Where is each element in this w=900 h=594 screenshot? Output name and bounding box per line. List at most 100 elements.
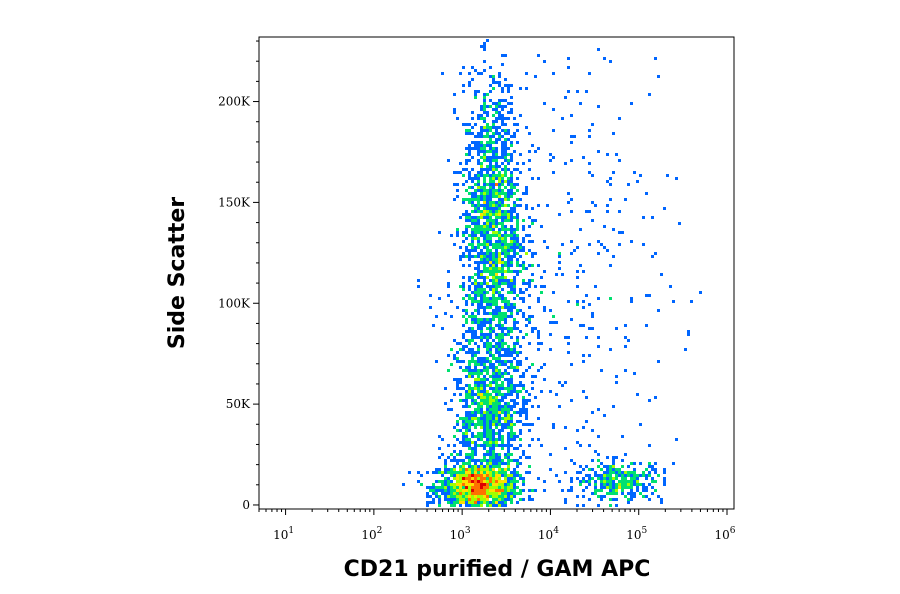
event-dot <box>495 336 498 339</box>
event-dot <box>483 411 486 414</box>
event-dot <box>480 405 483 408</box>
event-dot <box>444 480 447 483</box>
event-dot <box>513 423 516 426</box>
event-dot <box>504 165 507 168</box>
event-dot <box>504 471 507 474</box>
event-dot <box>444 312 447 315</box>
event-dot <box>486 111 489 114</box>
event-dot <box>588 444 591 447</box>
event-dot <box>495 201 498 204</box>
event-dot <box>633 171 636 174</box>
event-dot <box>558 255 561 258</box>
event-dot <box>597 435 600 438</box>
event-dot <box>492 456 495 459</box>
event-dot <box>510 378 513 381</box>
event-dot <box>489 105 492 108</box>
event-dot <box>504 342 507 345</box>
event-dot <box>591 327 594 330</box>
event-dot <box>501 114 504 117</box>
event-dot <box>606 180 609 183</box>
event-dot <box>447 486 450 489</box>
event-dot <box>501 354 504 357</box>
event-dot <box>474 237 477 240</box>
event-dot <box>633 468 636 471</box>
event-dot <box>447 477 450 480</box>
event-dot <box>492 270 495 273</box>
event-dot <box>522 264 525 267</box>
event-dot <box>480 195 483 198</box>
event-dot <box>513 435 516 438</box>
event-dot <box>507 390 510 393</box>
event-dot <box>474 279 477 282</box>
event-dot <box>648 474 651 477</box>
event-dot <box>435 486 438 489</box>
event-dot <box>468 447 471 450</box>
event-dot <box>471 465 474 468</box>
event-dot <box>465 162 468 165</box>
event-dot <box>516 168 519 171</box>
event-dot <box>468 462 471 465</box>
event-dot <box>468 225 471 228</box>
event-dot <box>567 336 570 339</box>
event-dot <box>525 333 528 336</box>
event-dot <box>585 486 588 489</box>
event-dot <box>474 342 477 345</box>
event-dot <box>462 369 465 372</box>
event-dot <box>504 474 507 477</box>
event-dot <box>480 126 483 129</box>
event-dot <box>531 387 534 390</box>
event-dot <box>465 441 468 444</box>
event-dot <box>600 489 603 492</box>
event-dot <box>489 270 492 273</box>
event-dot <box>558 480 561 483</box>
event-dot <box>495 153 498 156</box>
event-dot <box>483 93 486 96</box>
event-dot <box>495 120 498 123</box>
event-dot <box>528 321 531 324</box>
event-dot <box>513 168 516 171</box>
event-dot <box>489 264 492 267</box>
event-dot <box>468 411 471 414</box>
event-dot <box>435 492 438 495</box>
event-dot <box>510 261 513 264</box>
event-dot <box>483 297 486 300</box>
event-dot <box>543 240 546 243</box>
event-dot <box>633 471 636 474</box>
event-dot <box>444 402 447 405</box>
event-dot <box>591 219 594 222</box>
event-dot <box>453 468 456 471</box>
event-dot <box>510 306 513 309</box>
event-dot <box>471 387 474 390</box>
event-dot <box>477 288 480 291</box>
event-dot <box>471 486 474 489</box>
event-dot <box>630 498 633 501</box>
event-dot <box>486 285 489 288</box>
event-dot <box>465 216 468 219</box>
event-dot <box>492 474 495 477</box>
event-dot <box>501 252 504 255</box>
event-dot <box>498 474 501 477</box>
event-dot <box>504 327 507 330</box>
event-dot <box>498 216 501 219</box>
event-dot <box>456 492 459 495</box>
event-dot <box>468 174 471 177</box>
event-dot <box>507 303 510 306</box>
event-dot <box>471 237 474 240</box>
event-dot <box>603 414 606 417</box>
event-dot <box>498 339 501 342</box>
event-dot <box>468 420 471 423</box>
event-dot <box>480 297 483 300</box>
event-dot <box>486 441 489 444</box>
event-dot <box>498 384 501 387</box>
event-dot <box>483 234 486 237</box>
event-dot <box>612 465 615 468</box>
event-dot <box>474 318 477 321</box>
event-dot <box>492 459 495 462</box>
event-dot <box>468 486 471 489</box>
event-dot <box>462 495 465 498</box>
event-dot <box>519 264 522 267</box>
event-dot <box>612 456 615 459</box>
event-dot <box>486 336 489 339</box>
event-dot <box>483 402 486 405</box>
event-dot <box>495 480 498 483</box>
